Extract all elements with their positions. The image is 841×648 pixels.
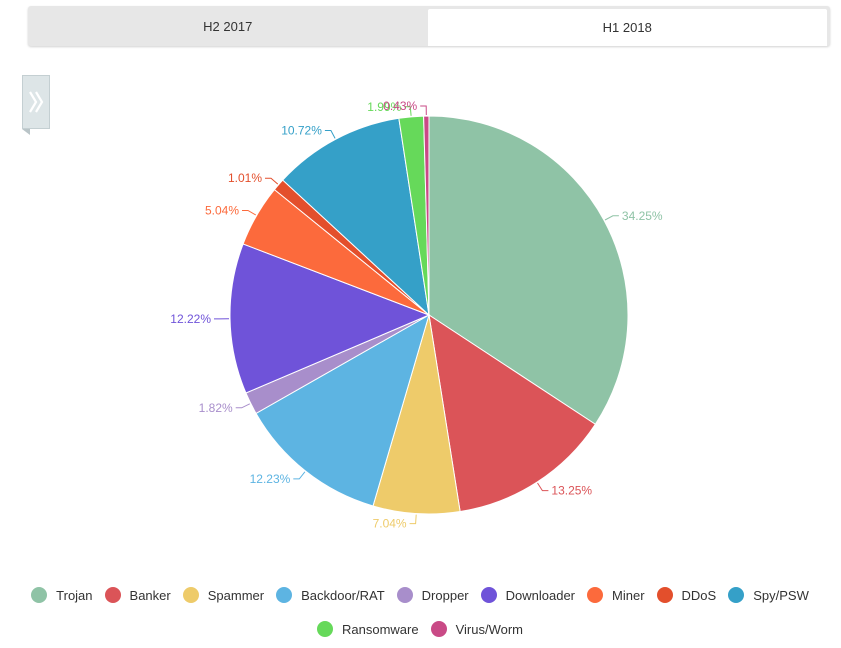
data-label: 1.82%: [199, 401, 233, 415]
legend-item-miner[interactable]: Miner: [587, 584, 645, 606]
period-tabs: H2 2017 H1 2018: [28, 6, 830, 46]
legend-label: Ransomware: [341, 621, 419, 637]
chart-legend: Trojan Banker Spammer Backdoor/RAT Dropper Do…: [20, 584, 820, 640]
legend-marker: [316, 621, 333, 637]
data-label: 5.04%: [205, 204, 239, 218]
tab-h2-2017[interactable]: H2 2017: [28, 6, 428, 46]
pie-chart: 34.25% 13.25% 7.04% 12.23% 1.82% 12.22% 5.04% 1…: [170, 99, 663, 531]
legend-label: Spammer: [207, 587, 265, 603]
legend-marker: [430, 621, 447, 637]
legend-item-ransomware[interactable]: Ransomware: [316, 618, 419, 640]
legend-item-dropper[interactable]: Dropper: [396, 584, 469, 606]
pie-slice-downloader[interactable]: [229, 243, 431, 394]
pie-slice-spy-psw[interactable]: [282, 117, 430, 317]
label-connector: [404, 106, 412, 116]
tab-label: H2 2017: [203, 18, 253, 34]
legend-marker: [104, 587, 121, 603]
pie-slice-virus-worm[interactable]: [423, 115, 430, 316]
data-label: 34.25%: [622, 209, 663, 223]
data-label: 12.22%: [170, 312, 211, 326]
data-label: 0.43%: [383, 99, 417, 113]
legend-marker: [182, 587, 199, 603]
legend-label: Trojan: [56, 587, 93, 603]
label-connector: [265, 177, 279, 185]
legend-marker: [31, 587, 48, 603]
legend-item-ddos[interactable]: DDoS: [656, 584, 717, 606]
sidebar-toggle-button[interactable]: [22, 75, 50, 129]
label-connector: [235, 403, 251, 409]
legend-marker: [396, 587, 413, 603]
legend-item-downloader[interactable]: Downloader: [480, 584, 576, 606]
legend-item-banker[interactable]: Banker: [104, 584, 171, 606]
legend-label: Miner: [612, 587, 645, 603]
label-connector: [537, 482, 549, 492]
pie-slice-banker[interactable]: [428, 313, 597, 513]
legend-item-spammer[interactable]: Spammer: [182, 584, 265, 606]
data-label: 12.23%: [250, 472, 291, 486]
data-label: 1.99%: [367, 100, 401, 114]
label-connector: [409, 514, 417, 525]
double-chevron-right-icon: [29, 91, 44, 113]
legend-marker: [587, 587, 604, 603]
legend-label: Spy/PSW: [753, 587, 809, 603]
legend-label: Dropper: [421, 587, 469, 603]
legend-label: Virus/Worm: [455, 621, 523, 637]
legend-label: Backdoor/RAT: [301, 587, 385, 603]
pie-slice-backdoor-rat[interactable]: [255, 313, 430, 507]
label-connector: [324, 130, 336, 139]
legend-label: Downloader: [505, 587, 576, 603]
label-connector: [242, 210, 257, 216]
label-connector: [604, 215, 619, 221]
legend-item-virus-worm[interactable]: Virus/Worm: [430, 618, 523, 640]
legend-marker: [276, 587, 293, 603]
data-label: 10.72%: [281, 124, 322, 138]
label-connector: [293, 471, 306, 480]
legend-label: Banker: [129, 587, 171, 603]
legend-marker: [728, 587, 745, 603]
tab-h1-2018[interactable]: H1 2018: [427, 9, 827, 46]
data-label: 7.04%: [373, 517, 407, 531]
legend-item-trojan[interactable]: Trojan: [31, 584, 93, 606]
data-label: 1.01%: [228, 171, 262, 185]
toggle-shadow: [22, 129, 30, 135]
legend-item-backdoor-rat[interactable]: Backdoor/RAT: [276, 584, 385, 606]
legend-item-spy-psw[interactable]: Spy/PSW: [728, 584, 809, 606]
legend-marker: [480, 587, 497, 603]
label-connector: [420, 105, 427, 116]
legend-label: DDoS: [681, 587, 717, 603]
data-label: 13.25%: [551, 484, 592, 498]
tab-label: H1 2018: [602, 20, 652, 35]
legend-marker: [656, 587, 673, 603]
